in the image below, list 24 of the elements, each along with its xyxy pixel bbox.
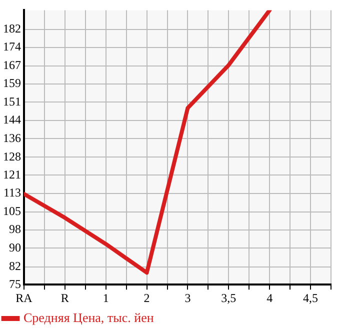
x-tick-label: 3 bbox=[184, 290, 191, 305]
x-tick-label: R bbox=[60, 290, 69, 305]
y-tick-label: 128 bbox=[3, 149, 21, 164]
y-tick-label: 174 bbox=[3, 40, 21, 54]
x-tick-label: 2 bbox=[144, 290, 150, 305]
y-tick-label: 182 bbox=[3, 21, 21, 36]
y-tick-label: 105 bbox=[3, 204, 21, 218]
x-tick-label: 4 bbox=[266, 290, 273, 305]
legend-label: Средняя Цена, тыс. йен bbox=[24, 310, 154, 325]
y-tick-label: 90 bbox=[9, 240, 21, 254]
y-tick-label: 167 bbox=[3, 58, 21, 72]
y-tick-label: 159 bbox=[3, 76, 21, 90]
y-tick-label: 136 bbox=[3, 130, 21, 145]
y-tick-label: 121 bbox=[3, 167, 21, 182]
x-tick-label: 1 bbox=[102, 290, 109, 305]
y-tick-label: 151 bbox=[3, 94, 21, 108]
y-tick-label: 144 bbox=[3, 112, 21, 127]
x-tick-label: 3,5 bbox=[221, 290, 236, 305]
x-tick-label: 4,5 bbox=[303, 290, 318, 305]
y-tick-label: 98 bbox=[9, 222, 21, 236]
y-tick-label: 113 bbox=[3, 186, 21, 200]
y-tick-label: 75 bbox=[9, 276, 21, 291]
x-tick-label: RA bbox=[16, 290, 33, 305]
y-tick-label: 82 bbox=[9, 259, 21, 274]
